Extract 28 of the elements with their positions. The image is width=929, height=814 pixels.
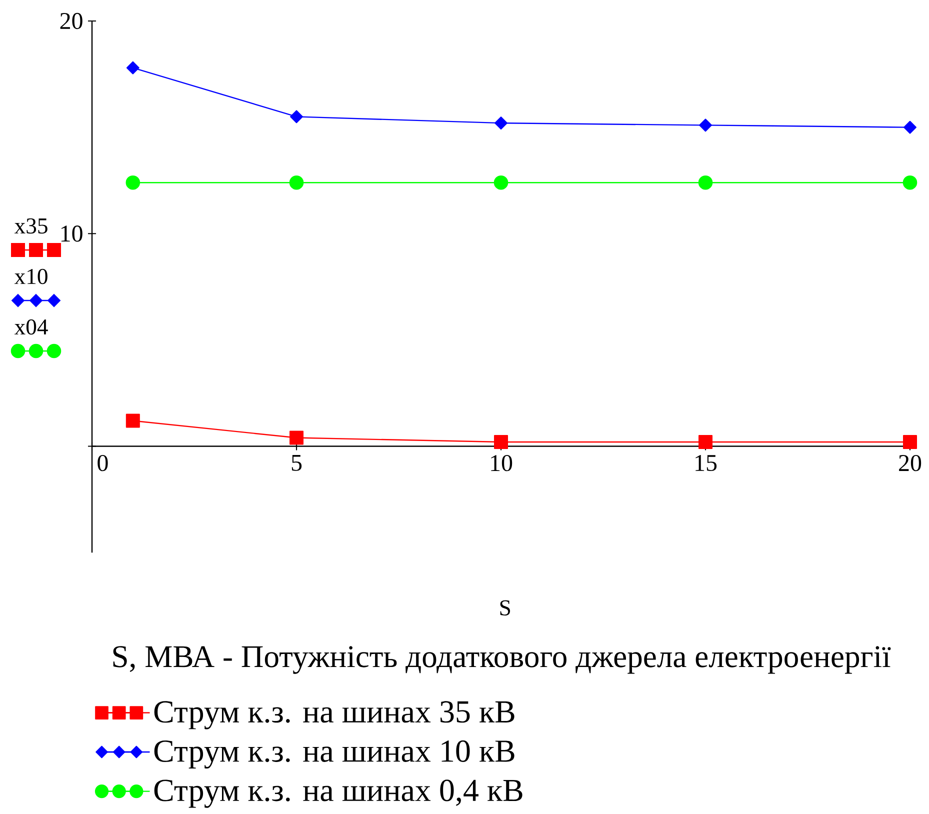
point <box>903 435 917 450</box>
text: S, МВА - Потужність додаткового джерела електроенергії <box>113 646 891 674</box>
point <box>698 435 712 450</box>
point <box>904 120 916 134</box>
point <box>902 175 918 190</box>
point <box>126 175 140 190</box>
point <box>698 175 713 190</box>
point <box>126 414 140 428</box>
x-tick-label: 20 <box>899 454 922 472</box>
x-tick-label: 10 <box>491 454 512 472</box>
text: x10 <box>14 268 48 284</box>
point <box>289 175 304 190</box>
point <box>290 430 304 445</box>
x-tick-label: 5 <box>292 454 302 471</box>
text: x04 <box>14 319 48 335</box>
point <box>290 110 303 124</box>
point <box>494 175 508 190</box>
legend-label: Струм к.з. на шинах 10 кВ <box>154 740 514 769</box>
text: x35 <box>14 218 48 234</box>
x-tick-label: 15 <box>696 454 717 472</box>
x-tick-label: 0 <box>98 454 108 472</box>
point <box>494 435 508 450</box>
point <box>699 118 712 132</box>
legend-label: Струм к.з. на шинах 0,4 кВ <box>154 780 522 808</box>
legend-label: Струм к.з. на шинах 35 кВ <box>154 701 514 730</box>
x-axis-title: S <box>500 600 510 616</box>
point <box>494 116 508 130</box>
point <box>126 61 140 74</box>
